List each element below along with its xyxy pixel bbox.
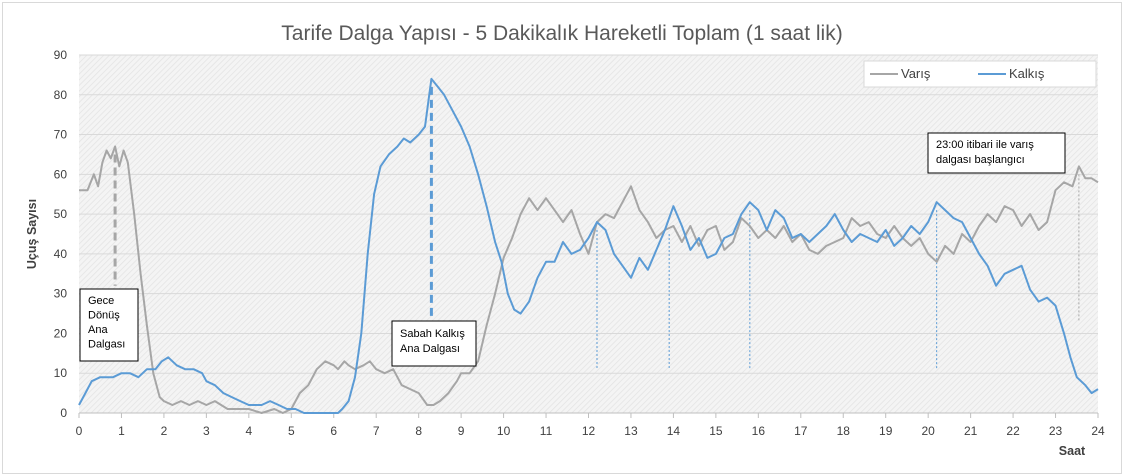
annotation-box — [391, 320, 477, 367]
x-tick-label: 1 — [118, 424, 125, 438]
y-tick-label: 90 — [54, 48, 68, 62]
x-tick-label: 20 — [921, 424, 935, 438]
x-tick-label: 16 — [752, 424, 766, 438]
annotation-box — [927, 132, 1066, 174]
y-tick-label: 70 — [54, 128, 68, 142]
series-line-varis — [79, 145, 1099, 414]
y-tick-label: 0 — [60, 406, 67, 420]
y-tick-label: 20 — [54, 326, 68, 340]
x-tick-label: 12 — [582, 424, 596, 438]
x-tick-label: 5 — [288, 424, 295, 438]
x-tick-label: 7 — [373, 424, 380, 438]
x-tick-label: 11 — [540, 424, 553, 438]
x-axis-label: Saat — [1059, 444, 1086, 458]
y-tick-label: 30 — [54, 287, 68, 301]
x-tick-label: 23 — [1049, 424, 1063, 438]
series-lines — [78, 77, 1099, 414]
x-tick-label: 2 — [161, 424, 168, 438]
chart-title: Tarife Dalga Yapısı - 5 Dakikalık Hareke… — [281, 22, 842, 45]
x-tick-label: 19 — [879, 424, 893, 438]
x-tick-label: 6 — [330, 424, 337, 438]
annotation-text: Gece — [88, 295, 114, 307]
annotation-text: 23:00 itibari ile varış — [936, 139, 1034, 151]
y-tick-label: 10 — [54, 366, 68, 380]
legend: Varış Kalkış — [863, 60, 1097, 88]
x-tick-label: 10 — [497, 424, 511, 438]
annotation-text: Dalgası — [88, 339, 125, 351]
series-line-kalkis — [78, 77, 1099, 414]
x-tick-label: 3 — [203, 424, 210, 438]
x-tick-label: 21 — [964, 424, 978, 438]
y-tick-label: 80 — [54, 88, 68, 102]
annotation-text: Sabah Kalkış — [400, 328, 465, 340]
drop-lines — [113, 86, 1080, 370]
annotation-text: Ana Dalgası — [400, 343, 460, 355]
annotation-text: Dönüş — [88, 310, 120, 322]
x-tick-label: 13 — [624, 424, 638, 438]
plot-area — [79, 55, 1098, 413]
x-tick-label: 4 — [245, 424, 252, 438]
x-tick-label: 24 — [1091, 424, 1105, 438]
x-tick-label: 17 — [794, 424, 808, 438]
annotation-box — [79, 288, 139, 362]
y-axis-label: Uçuş Sayısı — [25, 199, 39, 269]
x-tick-label: 15 — [709, 424, 723, 438]
annotations: Gece Dönüş Ana Dalgası Sabah Kalkış Ana Dalga… — [79, 132, 1066, 367]
annotation-text: Ana — [88, 324, 108, 336]
y-tick-label: 60 — [54, 167, 68, 181]
x-tick-label: 8 — [415, 424, 422, 438]
x-tick-label: 9 — [458, 424, 465, 438]
annotation-text: dalgası başlangıcı — [936, 154, 1025, 166]
x-tick-label: 22 — [1006, 424, 1020, 438]
legend-label: Kalkış — [1009, 66, 1045, 81]
x-tick-label: 14 — [667, 424, 681, 438]
x-tick-label: 0 — [76, 424, 83, 438]
x-tick-label: 18 — [837, 424, 851, 438]
y-tick-label: 50 — [54, 207, 68, 221]
legend-label: Varış — [901, 66, 931, 81]
y-tick-label: 40 — [54, 247, 68, 261]
